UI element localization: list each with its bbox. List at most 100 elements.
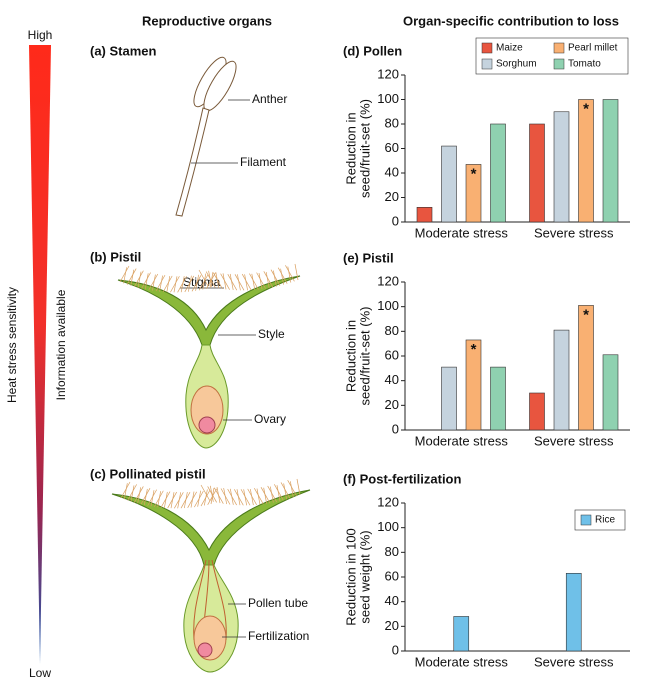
- y-axis-label: seed weight (%): [357, 530, 372, 623]
- stigma-hair: [234, 274, 245, 291]
- stigma-hair: [205, 271, 216, 288]
- y-tick-label: 20: [385, 397, 399, 412]
- stigma-hair: [273, 270, 277, 287]
- y-tick-label: 60: [385, 140, 399, 155]
- stigma-hair: [137, 487, 142, 504]
- diagram-label: Ovary: [254, 412, 286, 426]
- bar: [465, 164, 482, 223]
- y-tick-label: 100: [377, 298, 399, 313]
- y-tick-label: 80: [385, 544, 399, 559]
- bar: [553, 111, 570, 223]
- stigma-hair: [260, 487, 271, 504]
- stigma-hair: [244, 274, 248, 291]
- bar: [529, 392, 545, 431]
- stigma-hair: [180, 276, 185, 293]
- stigma-hair: [294, 263, 299, 281]
- y-tick-label: 20: [385, 189, 399, 204]
- x-tick-label: Moderate stress: [415, 225, 509, 240]
- stigma-hair: [200, 489, 211, 507]
- stigma-hair: [174, 492, 184, 509]
- chart-title: (f) Post-fertilization: [343, 471, 461, 486]
- stigma-hair: [285, 265, 295, 282]
- diagram-label: Fertilization: [248, 629, 309, 643]
- stigma-hair: [119, 265, 130, 283]
- scale-top: High: [28, 28, 53, 42]
- stigma-hair: [283, 483, 288, 500]
- stigma-hair: [276, 485, 281, 502]
- bar-note: *: [471, 165, 477, 182]
- y-tick-label: 100: [377, 519, 399, 534]
- stigma-hair: [188, 275, 192, 292]
- stigma-hair: [200, 484, 211, 502]
- stigma-hair: [274, 484, 284, 501]
- stigma-hair: [155, 274, 166, 292]
- legend-label: Maize: [496, 43, 523, 54]
- bar: [529, 123, 545, 223]
- stigma-hair: [269, 486, 274, 503]
- stigma-hair: [270, 269, 281, 286]
- bar: [565, 572, 582, 652]
- bar: [416, 207, 433, 223]
- stigma-hair: [143, 488, 148, 505]
- stigma-hair: [150, 490, 155, 507]
- diagram-title: (b) Pistil: [90, 249, 141, 264]
- stigma-hair: [187, 491, 197, 508]
- stigma-hair: [120, 481, 131, 499]
- stigma-hair: [191, 275, 202, 292]
- bar: [578, 99, 594, 223]
- stigma-hair: [127, 484, 137, 501]
- stigma-hair: [170, 276, 180, 293]
- stigma-hair: [214, 487, 224, 504]
- stigma-hair: [157, 491, 162, 508]
- stigma-hair: [241, 273, 252, 291]
- stigma-hair: [147, 489, 157, 506]
- stigma-hair: [140, 488, 151, 505]
- diagram-title: (a) Stamen: [90, 43, 157, 58]
- y-axis-label: Reduction in: [343, 112, 358, 184]
- x-tick-label: Moderate stress: [415, 654, 509, 669]
- stigma-hair: [144, 273, 149, 290]
- stigma-hair: [194, 490, 204, 508]
- stigma-hair: [249, 489, 254, 506]
- y-tick-label: 120: [377, 273, 399, 288]
- legend-swatch: [481, 58, 493, 70]
- stigma-hair: [249, 273, 259, 290]
- bar: [453, 616, 470, 652]
- y-tick-label: 0: [392, 642, 399, 657]
- stigma-hair: [137, 271, 142, 288]
- y-axis-label: seed/fruit-set (%): [357, 307, 372, 406]
- stigma-hair: [277, 267, 288, 284]
- stigma-hair: [280, 268, 284, 285]
- diagram-label: Pollen tube: [248, 596, 308, 610]
- y-tick-label: 80: [385, 115, 399, 130]
- stigma-hair: [167, 491, 177, 509]
- stigma-hair: [198, 274, 209, 291]
- stigma-hair: [130, 485, 135, 502]
- legend-label: Pearl millet: [568, 43, 618, 54]
- y-tick-label: 20: [385, 618, 399, 633]
- stigma-hair: [220, 273, 230, 290]
- legend-label: Rice: [595, 515, 615, 526]
- y-tick-label: 0: [392, 421, 399, 436]
- bar: [441, 145, 457, 223]
- scale-right-label: Information available: [54, 289, 68, 400]
- bar: [602, 354, 619, 431]
- stigma-hair: [148, 273, 159, 291]
- y-tick-label: 40: [385, 593, 399, 608]
- bar: [490, 366, 506, 431]
- stigma-hair: [166, 276, 171, 293]
- y-tick-label: 120: [377, 494, 399, 509]
- chart-title: (e) Pistil: [343, 250, 394, 265]
- bar: [465, 339, 482, 431]
- scale-left-label: Heat stress sensitivity: [5, 287, 19, 403]
- stigma-hair: [213, 272, 223, 289]
- stigma-hair: [160, 491, 171, 508]
- y-tick-label: 60: [385, 347, 399, 362]
- legend-label: Sorghum: [496, 59, 537, 70]
- y-tick-label: 40: [385, 372, 399, 387]
- stigma-hair: [177, 276, 187, 293]
- y-axis-label: seed/fruit-set (%): [357, 99, 372, 198]
- bar: [490, 123, 506, 223]
- stigma-hair: [141, 272, 151, 289]
